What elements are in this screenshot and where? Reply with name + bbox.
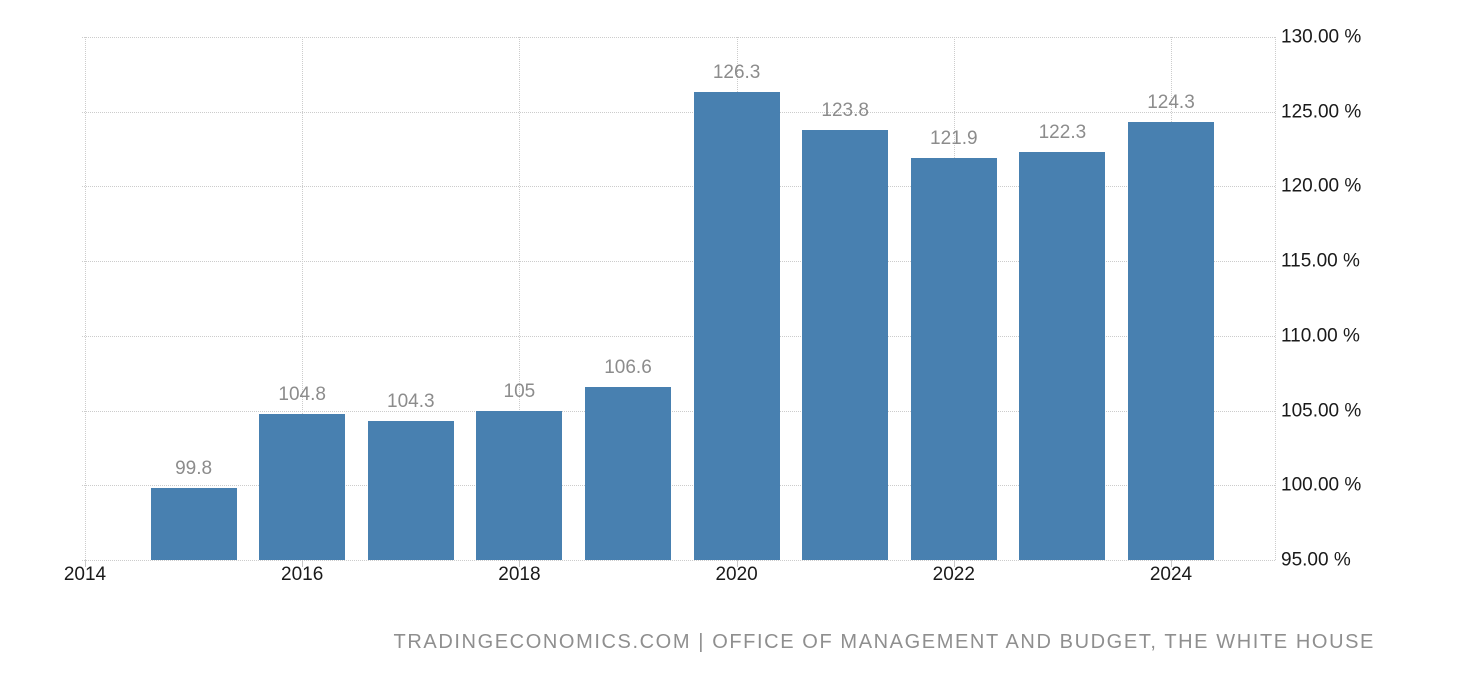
x-tick-mark xyxy=(1171,560,1172,567)
bar xyxy=(802,129,889,560)
bar-value-label: 122.3 xyxy=(1038,122,1087,144)
h-gridline xyxy=(82,560,1275,561)
bar-value-label: 121.9 xyxy=(930,128,978,150)
bar xyxy=(585,386,671,560)
bar xyxy=(367,421,454,560)
bar xyxy=(150,488,237,560)
x-tick-mark xyxy=(85,560,86,567)
bar-value-label: 104.8 xyxy=(278,383,326,405)
x-tick-label: 2018 xyxy=(498,564,541,585)
x-tick-mark xyxy=(736,560,738,567)
x-tick-label: 2020 xyxy=(715,564,758,585)
y-tick-label: 120.00 % xyxy=(1281,175,1362,197)
y-tick-label: 125.00 % xyxy=(1281,101,1362,123)
bar-value-label: 123.8 xyxy=(821,99,869,121)
bar xyxy=(476,410,563,560)
bar xyxy=(1128,122,1214,560)
bar-value-label: 99.8 xyxy=(175,458,213,480)
v-gridline xyxy=(302,37,304,560)
y-tick-label: 115.00 % xyxy=(1281,250,1360,272)
h-gridline xyxy=(82,335,1275,337)
h-gridline xyxy=(82,410,1275,412)
plot-right-border xyxy=(1275,37,1276,560)
x-tick-label: 2016 xyxy=(281,564,324,585)
plot-area: 99.8 104.8 104.3 105 106.6 126.3 123.8 121.9 122… xyxy=(82,37,1276,567)
attribution-text: TRADINGECONOMICS.COM | OFFICE OF MANAGEM… xyxy=(393,631,1375,653)
bar-value-label: 106.6 xyxy=(604,356,652,378)
bar xyxy=(1019,152,1106,560)
bar-value-label: 104.3 xyxy=(387,391,435,413)
y-tick-label: 100.00 % xyxy=(1281,474,1362,496)
v-gridline xyxy=(519,37,521,560)
x-tick-mark xyxy=(953,560,955,567)
h-gridline xyxy=(82,37,1275,38)
y-tick-label: 130.00 % xyxy=(1281,26,1362,48)
bar xyxy=(693,92,780,560)
bar-value-label: 124.3 xyxy=(1147,92,1195,114)
bar-value-label: 105 xyxy=(503,380,536,402)
y-tick-label: 105.00 % xyxy=(1281,400,1362,422)
x-tick-mark xyxy=(519,560,521,567)
bar xyxy=(259,413,346,560)
y-tick-label: 110.00 % xyxy=(1281,325,1360,347)
h-gridline xyxy=(82,111,1275,113)
x-tick-label: 2024 xyxy=(1149,564,1193,585)
x-tick-label: 2022 xyxy=(932,564,975,585)
h-gridline xyxy=(82,485,1275,487)
x-tick-label: 2014 xyxy=(63,564,107,585)
x-tick-mark xyxy=(302,560,304,567)
bar xyxy=(910,158,997,560)
bar-value-label: 126.3 xyxy=(712,62,761,84)
v-gridline xyxy=(85,37,86,560)
h-gridline xyxy=(82,261,1275,263)
h-gridline xyxy=(82,186,1275,188)
y-tick-label: 95.00 % xyxy=(1281,549,1351,571)
